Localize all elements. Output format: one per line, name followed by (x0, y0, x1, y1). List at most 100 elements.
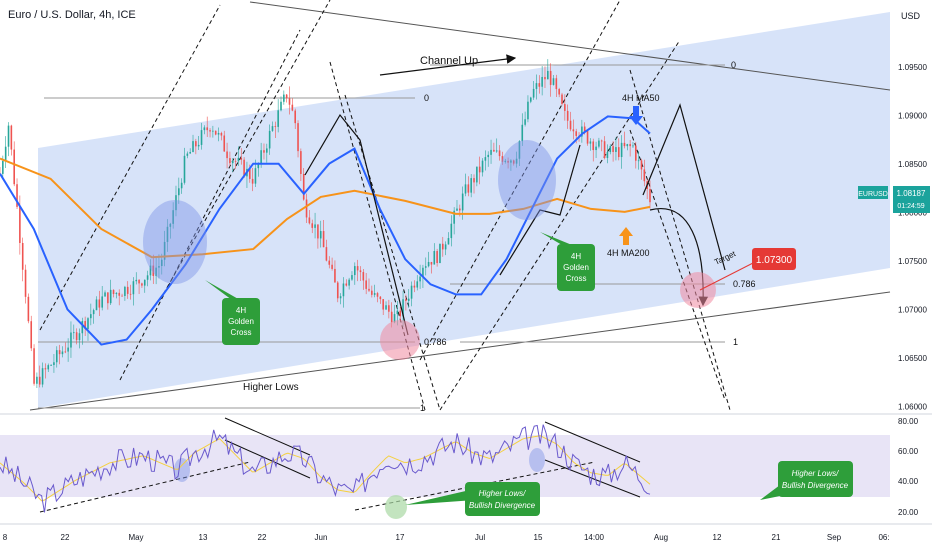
candle-body (72, 332, 75, 334)
candle-body (64, 351, 67, 353)
candle-body (382, 299, 384, 310)
rsi-tick-label: 40.00 (898, 477, 919, 486)
candle-body (143, 279, 146, 286)
candle-body (393, 314, 396, 323)
candle-body (124, 286, 126, 296)
rsi-dip-2 (529, 448, 545, 472)
candle-body (294, 110, 296, 124)
candle-body (129, 293, 132, 295)
candle-body (515, 158, 518, 164)
candle-body (632, 145, 634, 147)
candle-body (376, 293, 379, 297)
candle-body (354, 266, 356, 276)
candle-body (564, 104, 566, 111)
candle-body (552, 78, 555, 85)
candle-body (336, 282, 339, 299)
candle-body (314, 224, 316, 228)
fib-0-label-2: 0 (731, 60, 736, 70)
golden-cross-line-1a: 4H (236, 306, 246, 315)
time-axis[interactable]: 8 22 May 13 22 Jun 17 Jul 15 14:00 Aug 12 21 Sep 06: (3, 533, 890, 542)
divergence-callout-2: Higher Lows/ Bullish Divergence (760, 461, 853, 500)
candle-body (203, 127, 206, 131)
candle-body (430, 261, 433, 265)
candle-body (521, 124, 524, 142)
candle-body (285, 94, 288, 99)
candle-body (433, 251, 436, 265)
candle-body (163, 241, 166, 260)
candle-body (595, 146, 597, 151)
candle-body (351, 275, 353, 280)
candle-body (643, 169, 646, 182)
time-tick-label: 22 (61, 533, 70, 542)
dashed-channels (39, 0, 731, 411)
currency-label: USD (901, 11, 921, 21)
candle-body (160, 259, 163, 267)
symbol-title: Euro / U.S. Dollar, 4h, ICE (8, 9, 136, 21)
candle-body (229, 158, 231, 164)
candle-body (328, 260, 331, 265)
time-tick-label: 8 (3, 533, 8, 542)
candle-body (527, 101, 529, 120)
candle-body (152, 265, 155, 276)
candle-body (334, 268, 336, 283)
candle-body (501, 156, 504, 162)
candle-body (197, 144, 200, 147)
candle-body (493, 149, 495, 152)
price-axis[interactable]: 1.095001.090001.085001.080001.075001.070… (898, 63, 927, 412)
candle-body (396, 310, 399, 315)
candle-body (390, 311, 393, 323)
candle-body (481, 160, 484, 173)
ma50-arrow-icon (629, 106, 643, 125)
rsi-axis[interactable]: 80.00 60.00 40.00 20.00 (898, 417, 919, 517)
upper-resistance-line (249, 1, 891, 91)
candle-body (67, 347, 69, 352)
candle-body (635, 145, 637, 161)
candle-body (359, 270, 362, 273)
time-tick-label: 13 (199, 533, 208, 542)
candle-body (447, 238, 450, 245)
candle-body (212, 130, 214, 132)
candle-body (385, 305, 387, 310)
price-candles (0, 59, 651, 388)
candle-body (368, 288, 370, 291)
higher-lows-line (29, 291, 891, 411)
golden-cross-line-2b: Golden (563, 263, 589, 272)
candle-body (402, 299, 404, 317)
divergence-label-2a: Higher Lows/ (792, 469, 839, 478)
candle-body (476, 166, 478, 183)
target-pointer (699, 261, 756, 291)
fib-0-label-1: 0 (424, 93, 429, 103)
candle-body (555, 78, 558, 90)
candle-body (112, 289, 115, 295)
candle-body (288, 98, 291, 105)
fib-0786-label-2: 0.786 (733, 279, 756, 289)
candle-body (640, 160, 643, 170)
candle-body (549, 70, 552, 85)
candle-body (10, 125, 13, 150)
candle-body (172, 210, 174, 224)
time-tick-label: Sep (827, 533, 842, 542)
candle-body (132, 281, 135, 295)
candle-body (291, 104, 294, 111)
candle-body (135, 279, 138, 282)
candle-body (13, 149, 15, 185)
golden-cross-ellipse-1 (143, 200, 207, 284)
target-value: 1.07300 (756, 255, 793, 266)
candle-body (484, 157, 487, 161)
candle-body (424, 266, 427, 268)
candle-body (180, 182, 183, 189)
time-tick-label: Jul (475, 533, 485, 542)
candle-body (81, 321, 84, 334)
candle-body (223, 135, 226, 152)
candle-body (302, 173, 305, 200)
divergence-label-1a: Higher Lows/ (479, 489, 526, 498)
price-tick-label: 1.08500 (898, 160, 927, 169)
candle-body (535, 83, 538, 89)
candle-body (649, 189, 651, 203)
candle-body (356, 266, 359, 271)
candle-body (248, 168, 251, 179)
candle-body (518, 141, 521, 159)
candle-body (583, 126, 586, 132)
candle-body (617, 147, 620, 158)
